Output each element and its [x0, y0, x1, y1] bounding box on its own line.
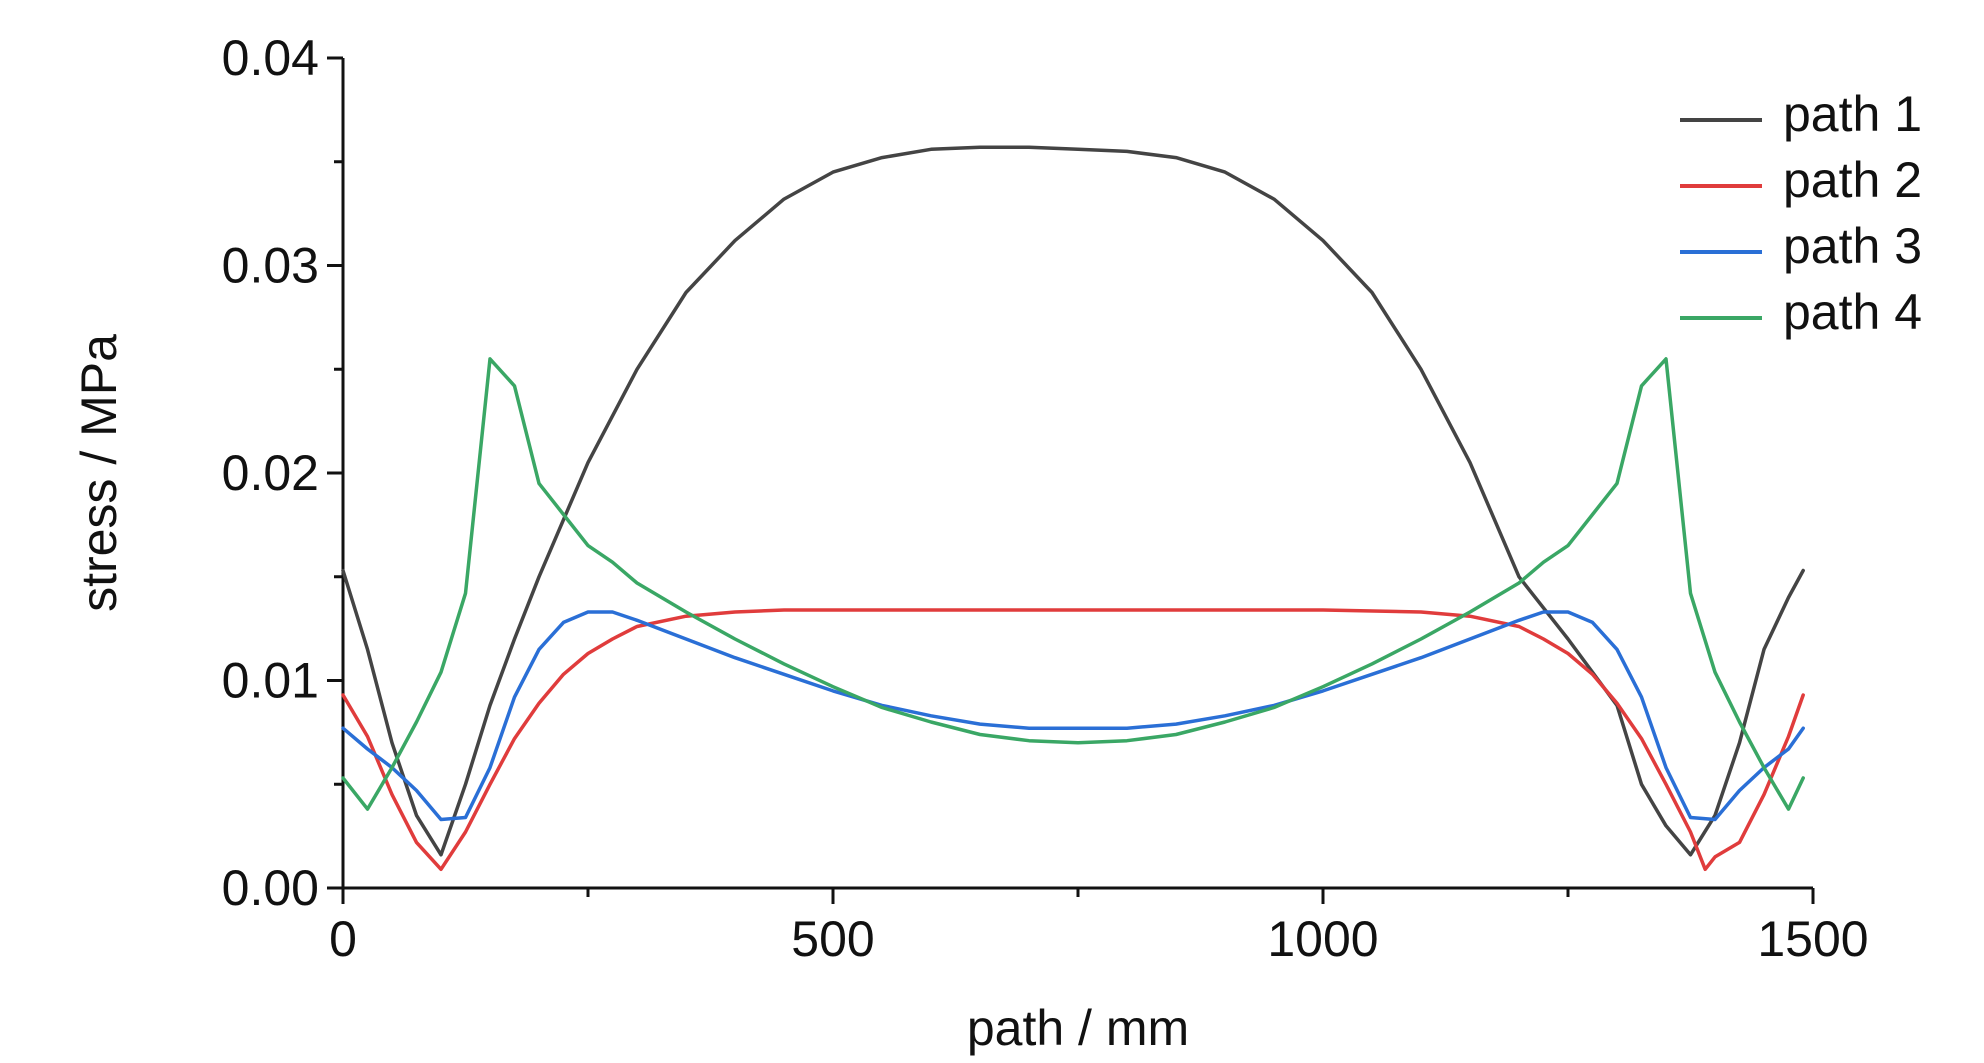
- legend-label-4: path 4: [1783, 284, 1922, 340]
- y-axis-title: stress / MPa: [71, 334, 127, 612]
- legend: path 1 path 2 path 3 path 4: [1680, 86, 1922, 340]
- series-line-path-1: [341, 145, 1805, 857]
- x-axis-title: path / mm: [967, 1000, 1189, 1056]
- y-tick-label-0: 0.00: [222, 860, 319, 916]
- y-ticks: 0.00 0.01 0.02 0.03 0.04: [222, 30, 343, 916]
- series-layer: [341, 145, 1805, 872]
- x-tick-label-0: 0: [329, 911, 357, 967]
- series-line-path-4: [341, 357, 1805, 811]
- x-ticks: 0 500 1000 1500: [329, 888, 1869, 967]
- legend-label-1: path 1: [1783, 86, 1922, 142]
- legend-label-2: path 2: [1783, 152, 1922, 208]
- y-tick-label-3: 0.03: [222, 238, 319, 294]
- series-line-path-2: [341, 608, 1805, 872]
- axes: 0.00 0.01 0.02 0.03 0.04 0 500 1000 1500: [222, 30, 1869, 967]
- legend-label-3: path 3: [1783, 218, 1922, 274]
- y-tick-label-1: 0.01: [222, 653, 319, 709]
- x-tick-label-2: 1000: [1267, 911, 1378, 967]
- x-tick-label-1: 500: [791, 911, 874, 967]
- y-tick-label-2: 0.02: [222, 445, 319, 501]
- x-tick-label-3: 1500: [1757, 911, 1868, 967]
- y-tick-label-4: 0.04: [222, 30, 319, 86]
- series-line-path-3: [341, 610, 1805, 822]
